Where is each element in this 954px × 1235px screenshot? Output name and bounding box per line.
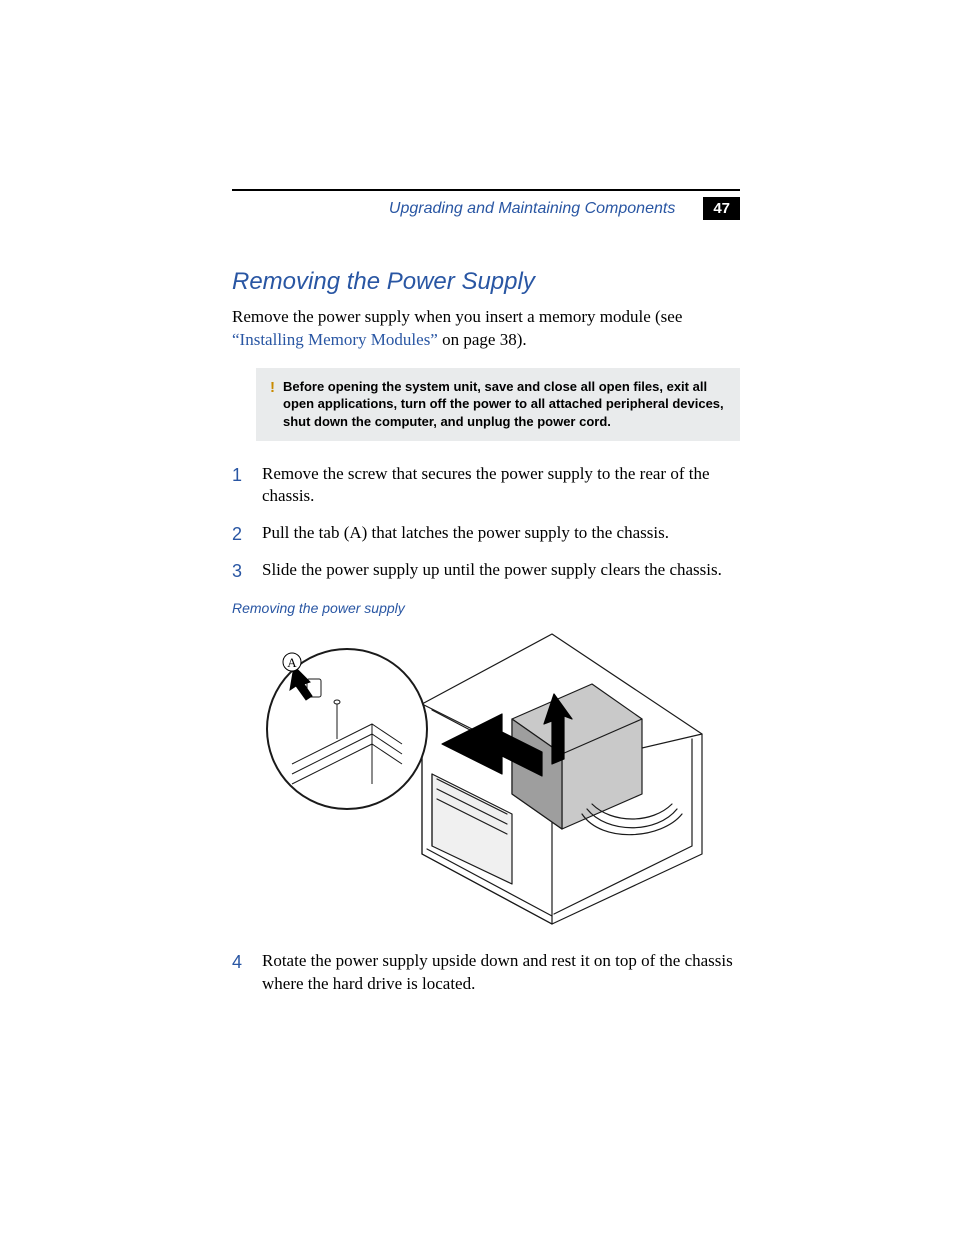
cross-reference-link[interactable]: “Installing Memory Modules”: [232, 330, 438, 349]
content-area: Upgrading and Maintaining Components 47 …: [232, 189, 740, 1014]
intro-text-pre: Remove the power supply when you insert …: [232, 307, 682, 326]
figure-illustration: A: [252, 624, 712, 934]
intro-text-post: on page 38).: [438, 330, 527, 349]
step-item: Slide the power supply up until the powe…: [232, 559, 740, 582]
warning-icon: !: [270, 378, 275, 431]
steps-list-b: Rotate the power supply upside down and …: [232, 950, 740, 996]
step-item: Rotate the power supply upside down and …: [232, 950, 740, 996]
page: Upgrading and Maintaining Components 47 …: [0, 0, 954, 1235]
step-item: Remove the screw that secures the power …: [232, 463, 740, 509]
section-title: Removing the Power Supply: [232, 268, 740, 296]
warning-box: ! Before opening the system unit, save a…: [256, 368, 740, 441]
steps-list-a: Remove the screw that secures the power …: [232, 463, 740, 583]
warning-text: Before opening the system unit, save and…: [283, 378, 726, 431]
page-number: 47: [703, 197, 740, 220]
intro-paragraph: Remove the power supply when you insert …: [232, 306, 740, 352]
callout-letter: A: [287, 655, 297, 670]
running-header: Upgrading and Maintaining Components 47: [232, 189, 740, 220]
figure-caption: Removing the power supply: [232, 600, 740, 616]
step-item: Pull the tab (A) that latches the power …: [232, 522, 740, 545]
running-header-title: Upgrading and Maintaining Components: [389, 200, 675, 218]
